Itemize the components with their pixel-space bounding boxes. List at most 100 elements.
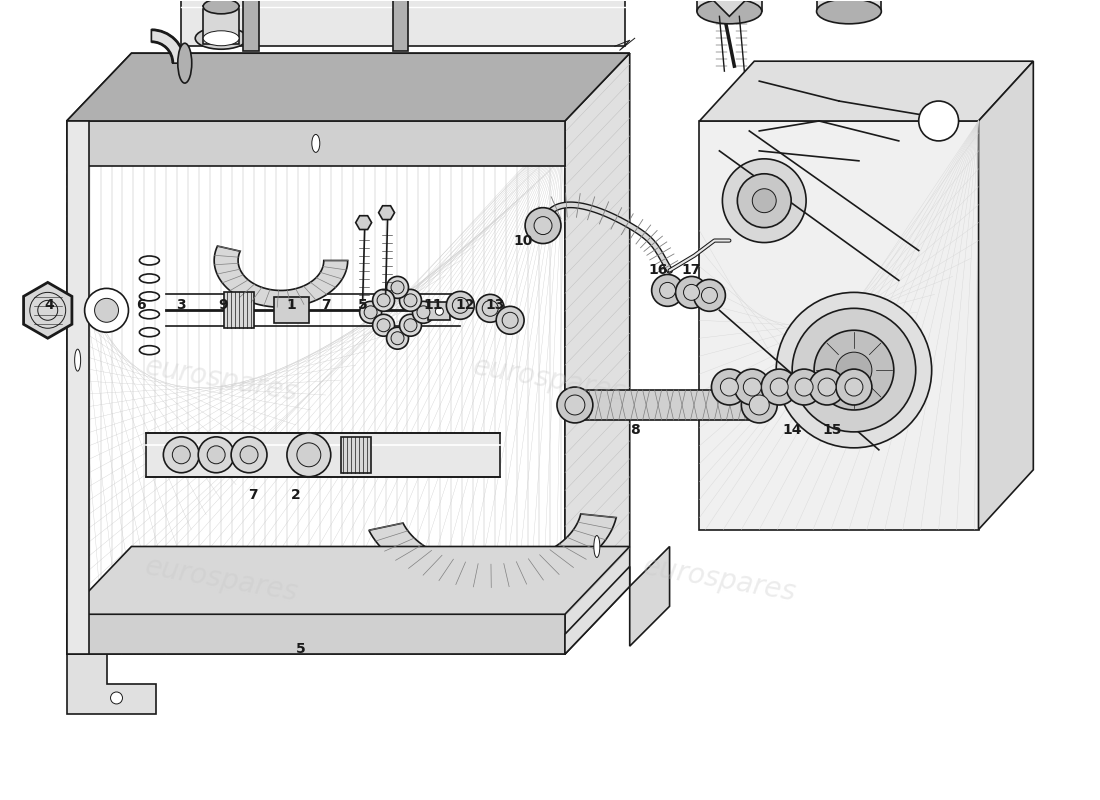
Text: 11: 11 (424, 298, 443, 312)
Bar (67, 121, 89, 654)
Bar (224, 292, 254, 328)
Bar (700, 121, 979, 530)
Circle shape (95, 298, 119, 322)
Circle shape (565, 395, 585, 415)
Ellipse shape (195, 27, 248, 50)
Polygon shape (979, 61, 1033, 530)
Ellipse shape (373, 314, 395, 336)
Polygon shape (67, 54, 629, 121)
Bar (182, 0, 625, 46)
Circle shape (818, 378, 836, 396)
Circle shape (482, 300, 498, 316)
Circle shape (675, 277, 707, 308)
Ellipse shape (377, 294, 390, 307)
Ellipse shape (404, 318, 417, 332)
Circle shape (503, 312, 518, 328)
Circle shape (436, 307, 443, 315)
Bar (146, 433, 500, 477)
Text: 9: 9 (218, 298, 228, 312)
Polygon shape (152, 30, 185, 63)
Text: 4: 4 (45, 298, 55, 312)
Circle shape (845, 378, 862, 396)
Circle shape (535, 217, 552, 234)
Circle shape (693, 279, 725, 311)
Bar (393, 0, 408, 51)
Text: 17: 17 (682, 263, 701, 278)
Circle shape (735, 369, 770, 405)
Text: 7: 7 (249, 488, 257, 502)
Text: 10: 10 (514, 234, 532, 247)
Text: 14: 14 (782, 423, 802, 437)
Circle shape (231, 437, 267, 473)
Circle shape (737, 174, 791, 228)
Ellipse shape (697, 0, 762, 24)
Text: eurospares: eurospares (640, 552, 799, 606)
Circle shape (163, 437, 199, 473)
Circle shape (85, 288, 129, 332)
Circle shape (795, 378, 813, 396)
Ellipse shape (110, 692, 122, 704)
Circle shape (173, 446, 190, 464)
Circle shape (557, 387, 593, 423)
Polygon shape (67, 54, 629, 121)
Text: 3: 3 (176, 298, 186, 312)
Circle shape (749, 395, 769, 415)
Circle shape (720, 378, 738, 396)
Bar (575, 390, 759, 420)
Circle shape (207, 446, 226, 464)
Polygon shape (67, 546, 629, 614)
Bar (428, 302, 450, 320)
Circle shape (476, 294, 504, 322)
Circle shape (240, 446, 258, 464)
Polygon shape (355, 216, 372, 230)
Ellipse shape (392, 332, 404, 345)
Circle shape (752, 189, 777, 213)
Polygon shape (214, 246, 348, 307)
Ellipse shape (816, 0, 881, 24)
Circle shape (660, 282, 675, 298)
Circle shape (770, 378, 789, 396)
Text: 12: 12 (455, 298, 475, 312)
Ellipse shape (399, 290, 421, 311)
Circle shape (651, 274, 683, 306)
Bar (243, 0, 258, 51)
Circle shape (297, 443, 321, 466)
Polygon shape (565, 566, 629, 654)
Circle shape (744, 378, 761, 396)
Polygon shape (700, 61, 1033, 121)
Ellipse shape (386, 327, 408, 349)
Circle shape (723, 159, 806, 242)
Text: 1: 1 (286, 298, 296, 312)
Polygon shape (629, 546, 670, 646)
Text: 6: 6 (136, 298, 146, 312)
Text: 15: 15 (823, 423, 842, 437)
Polygon shape (704, 0, 755, 16)
Ellipse shape (377, 318, 390, 332)
Ellipse shape (360, 302, 382, 323)
Circle shape (836, 352, 872, 388)
Bar (816, 0, 881, 11)
Circle shape (792, 308, 915, 432)
Text: eurospares: eurospares (142, 552, 300, 606)
Ellipse shape (392, 281, 404, 294)
Text: eurospares: eurospares (142, 353, 300, 407)
Circle shape (198, 437, 234, 473)
Polygon shape (378, 206, 395, 219)
Polygon shape (67, 654, 156, 714)
Bar (697, 0, 762, 11)
Circle shape (814, 330, 894, 410)
Circle shape (712, 369, 747, 405)
Ellipse shape (373, 290, 395, 311)
Circle shape (683, 285, 700, 300)
Circle shape (918, 101, 958, 141)
Text: 16: 16 (648, 263, 668, 278)
Bar (67, 614, 565, 654)
Text: 5: 5 (296, 642, 306, 656)
Text: 5: 5 (358, 298, 367, 312)
Text: 2: 2 (292, 488, 300, 502)
Circle shape (496, 306, 524, 334)
Circle shape (287, 433, 331, 477)
Circle shape (777, 292, 932, 448)
Ellipse shape (404, 294, 417, 307)
Circle shape (786, 369, 822, 405)
